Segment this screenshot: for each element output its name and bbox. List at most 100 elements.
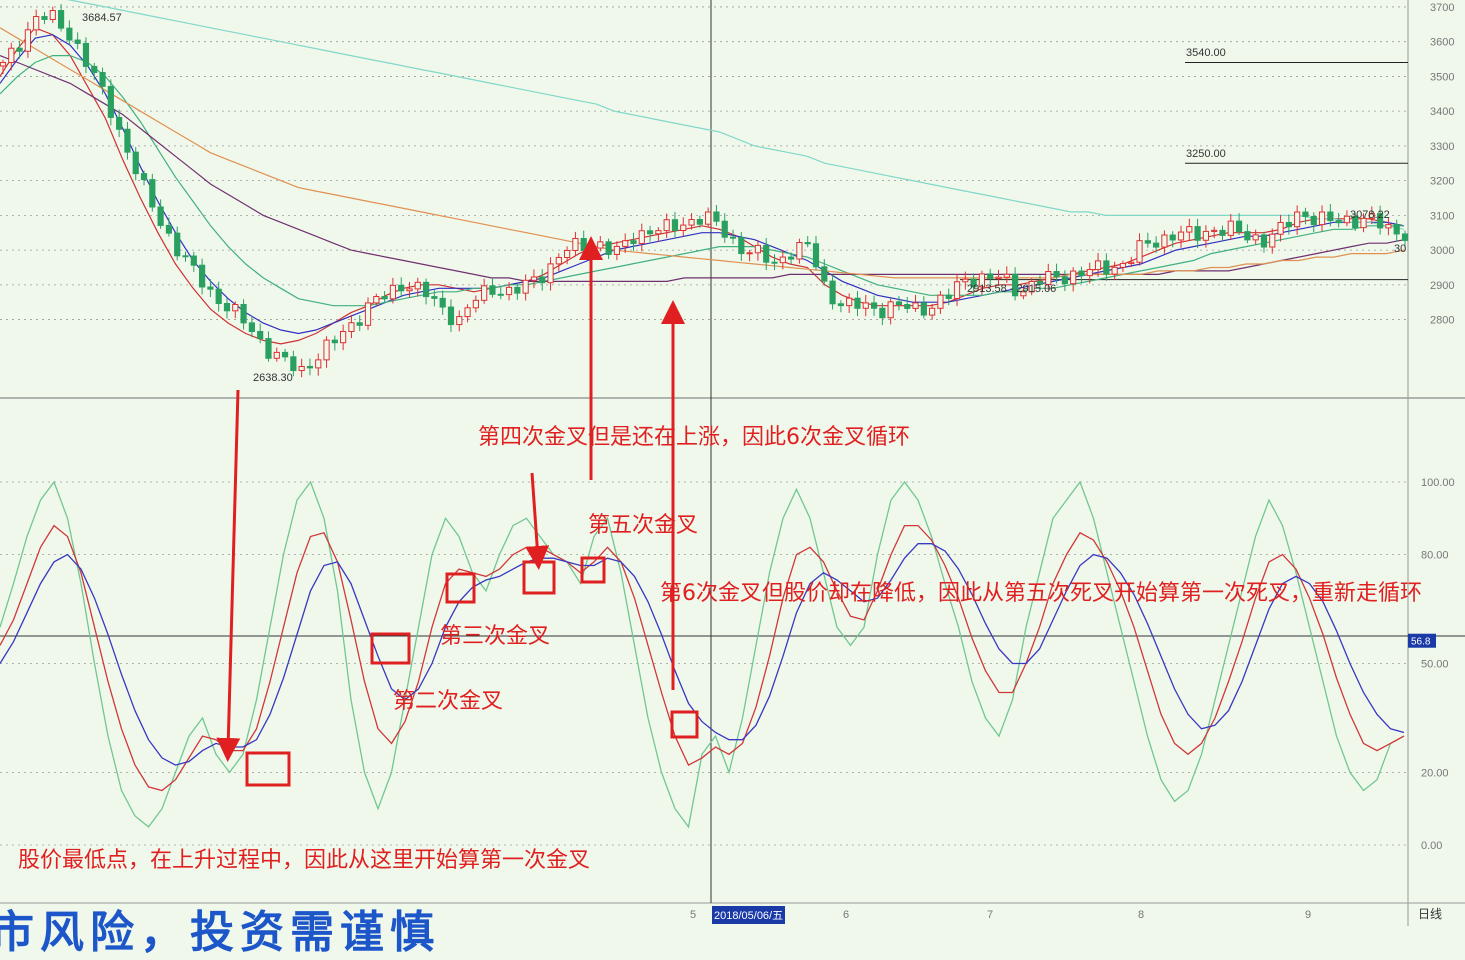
candle-body	[1153, 242, 1160, 248]
candle-body	[796, 241, 803, 260]
candle-body	[107, 85, 114, 118]
candle-body	[447, 306, 455, 326]
candle-body	[273, 351, 280, 359]
candle-body	[422, 281, 430, 298]
price-tick-label: 3000	[1430, 245, 1454, 257]
candle-body	[381, 296, 388, 300]
candle-body	[124, 128, 131, 153]
candle-body	[99, 72, 106, 87]
candle-body	[281, 351, 289, 358]
candle-body	[207, 286, 214, 290]
candle-body	[1061, 276, 1068, 285]
candle-body	[505, 286, 513, 296]
candle-body	[223, 303, 231, 312]
period-label[interactable]: 日线	[1418, 907, 1443, 921]
candle-body	[895, 301, 903, 306]
candle-body	[265, 338, 272, 359]
candle-body	[232, 303, 239, 312]
candle-body	[1128, 261, 1135, 265]
candle-body	[680, 224, 687, 231]
candle-body	[978, 273, 986, 288]
oscillator-tick-label: 20.00	[1421, 767, 1449, 779]
candle-body	[937, 294, 944, 309]
moving-average-line	[0, 27, 1405, 345]
candle-body	[82, 42, 90, 67]
x-tick-label: 9	[1305, 909, 1311, 921]
candle-body	[1269, 233, 1276, 248]
candle-body	[713, 211, 720, 222]
annotation-golden-cross-3: 第三次金叉	[440, 624, 551, 649]
candle-body	[887, 301, 894, 319]
candle-body	[771, 261, 778, 264]
candle-body	[696, 219, 703, 225]
x-tick-label: 8	[1138, 909, 1144, 921]
moving-average-line	[0, 54, 1404, 307]
candle-body	[1094, 260, 1102, 271]
candle-body	[821, 266, 828, 282]
candle-body	[763, 244, 770, 263]
golden-cross-box	[245, 751, 291, 787]
candle-body	[671, 219, 679, 231]
price-tick-label: 3500	[1430, 71, 1454, 83]
candle-body	[149, 179, 156, 208]
candle-body	[1119, 263, 1127, 268]
candle-body	[373, 296, 380, 304]
annotation-overlay	[216, 236, 699, 787]
candle-body	[1327, 211, 1334, 222]
candle-body	[721, 220, 728, 238]
candle-body	[340, 330, 347, 344]
grid-lines	[0, 0, 1465, 926]
candle-body	[1219, 229, 1226, 236]
candle-body	[8, 47, 15, 64]
candle-body	[572, 238, 579, 252]
candle-body	[1385, 224, 1392, 229]
candle-body	[240, 303, 247, 324]
candle-body	[315, 359, 322, 369]
oscillator-tick-label: 50.00	[1421, 659, 1449, 671]
candle-body	[646, 230, 654, 235]
candle-body	[962, 278, 969, 283]
candle-body	[522, 279, 529, 294]
oscillator-tick-label: 80.00	[1421, 550, 1449, 562]
candle-body	[705, 211, 712, 225]
candle-body	[431, 296, 438, 299]
candle-body	[1136, 240, 1143, 263]
candle-body	[1003, 273, 1010, 278]
level-3250-label: 3250.00	[1186, 148, 1226, 160]
candle-body	[16, 47, 23, 52]
candle-body	[132, 151, 139, 175]
candle-body	[57, 10, 65, 29]
candle-body	[182, 255, 189, 258]
candle-body	[257, 330, 264, 340]
candle-body	[945, 294, 952, 299]
chart-canvas[interactable]: 2800 2900 3000 3100 3200 3300 3400 3500 3600 3700…	[0, 0, 1465, 926]
candle-body	[1070, 270, 1077, 285]
candle-body	[929, 307, 936, 316]
candle-body	[140, 173, 148, 181]
candle-body	[846, 297, 853, 307]
golden-cross-box	[670, 710, 699, 739]
annotation-arrow	[525, 472, 550, 570]
candle-body	[472, 299, 479, 309]
x-tick-label: 5	[690, 909, 696, 921]
candle-body	[879, 307, 886, 319]
candle-body	[1202, 230, 1209, 241]
watermark-text: 市风险，投资需谨慎	[0, 907, 440, 958]
candle-body	[66, 27, 73, 41]
candle-body	[348, 322, 355, 332]
moving-average-lines	[0, 0, 1405, 345]
candle-body	[970, 278, 977, 288]
oscillator-line	[0, 543, 1405, 766]
price-tick-label: 3100	[1430, 210, 1454, 222]
candle-body	[1260, 234, 1268, 248]
candle-body	[555, 256, 562, 265]
candle-body	[215, 288, 222, 305]
selected-date-label[interactable]: 2018/05/06/五	[712, 906, 786, 924]
candle-body	[663, 219, 670, 232]
candle-body	[1368, 213, 1375, 219]
low-price-label: 2638.30	[253, 372, 293, 384]
level-3540-label: 3540.00	[1186, 47, 1226, 59]
candle-body	[729, 236, 737, 239]
annotation-golden-cross-2: 第二次金叉	[393, 689, 504, 714]
candle-body	[1352, 215, 1359, 229]
